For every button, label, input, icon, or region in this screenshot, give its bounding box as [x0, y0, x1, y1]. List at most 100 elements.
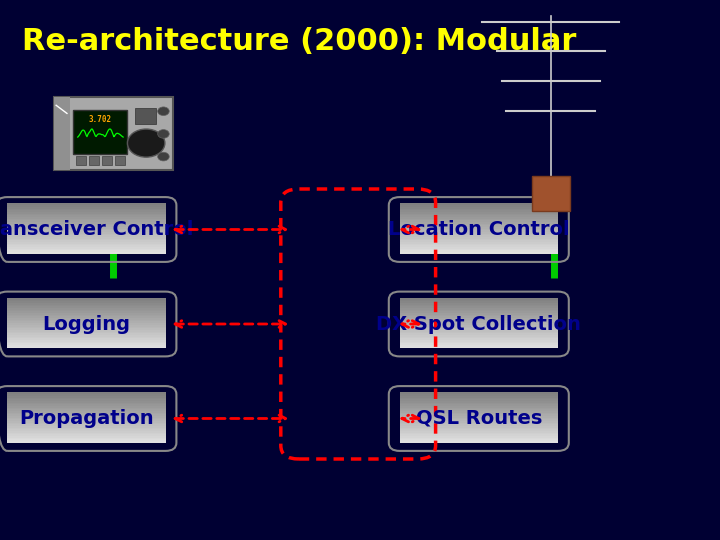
Bar [7, 305, 166, 306]
Bar [400, 235, 558, 237]
Text: DX Spot Collection: DX Spot Collection [377, 314, 581, 334]
Bar [7, 340, 166, 342]
Bar [7, 328, 166, 330]
Bar [400, 248, 558, 251]
Bar [7, 220, 166, 222]
Bar [7, 212, 166, 214]
Bar [7, 396, 166, 397]
Bar [7, 402, 166, 404]
Bar [7, 237, 166, 239]
Bar [7, 336, 166, 338]
Bar [7, 316, 166, 318]
Bar [7, 228, 166, 231]
Bar [7, 222, 166, 224]
Bar [400, 305, 558, 306]
Bar [7, 335, 166, 336]
Bar [400, 217, 558, 219]
Bar [400, 301, 558, 303]
Bar [7, 329, 166, 332]
Bar [7, 436, 166, 438]
Bar [7, 411, 166, 413]
Bar [7, 401, 166, 403]
Bar [7, 424, 166, 426]
Bar [7, 308, 166, 310]
Bar [400, 222, 558, 224]
Bar [7, 321, 166, 323]
Bar [7, 208, 166, 210]
Bar [400, 230, 558, 232]
Text: Propagation: Propagation [19, 409, 153, 428]
Bar [400, 411, 558, 413]
Bar [400, 414, 558, 416]
Bar [400, 397, 558, 399]
Bar [400, 328, 558, 330]
Bar [7, 417, 166, 420]
Bar [400, 320, 558, 321]
Bar [7, 421, 166, 423]
Bar [400, 215, 558, 217]
Bar [400, 404, 558, 406]
Bar [7, 434, 166, 436]
Bar [7, 325, 166, 327]
Bar [7, 207, 166, 208]
Bar [7, 409, 166, 411]
Bar [7, 397, 166, 399]
Bar [400, 406, 558, 408]
Bar [7, 347, 166, 348]
Bar [400, 333, 558, 335]
Bar [76, 156, 86, 165]
Bar [400, 220, 558, 222]
Circle shape [158, 107, 169, 116]
Bar [400, 207, 558, 208]
Bar [400, 340, 558, 342]
Bar [7, 247, 166, 249]
Circle shape [158, 152, 169, 161]
Bar [115, 156, 125, 165]
Bar [400, 335, 558, 336]
Bar [135, 108, 156, 124]
Bar [400, 308, 558, 310]
Bar [400, 439, 558, 441]
Bar [7, 235, 166, 237]
Circle shape [127, 129, 165, 157]
Bar [7, 217, 166, 219]
Bar [400, 417, 558, 420]
Bar [7, 392, 166, 394]
Bar [400, 232, 558, 234]
Bar [400, 306, 558, 308]
Bar [7, 210, 166, 212]
Bar [400, 244, 558, 245]
Bar [400, 431, 558, 433]
Bar [400, 242, 558, 244]
Bar [400, 204, 558, 205]
Bar [400, 300, 558, 301]
Bar [400, 212, 558, 214]
Bar [7, 341, 166, 343]
Bar [400, 247, 558, 249]
Bar [7, 250, 166, 252]
Bar [400, 399, 558, 401]
Bar [7, 414, 166, 416]
Bar [400, 428, 558, 429]
Bar [400, 409, 558, 411]
Bar [7, 298, 166, 300]
Bar [73, 110, 127, 154]
Bar [400, 316, 558, 318]
Bar [400, 218, 558, 220]
Text: Location Control: Location Control [388, 220, 570, 239]
Bar [7, 204, 166, 205]
Bar [400, 332, 558, 333]
Bar [7, 301, 166, 303]
Bar [400, 239, 558, 240]
Bar [400, 429, 558, 431]
Bar [7, 406, 166, 408]
Bar [400, 433, 558, 434]
Bar [400, 237, 558, 239]
Bar [400, 419, 558, 421]
Bar [7, 306, 166, 308]
Bar [400, 315, 558, 316]
Bar [7, 429, 166, 431]
Bar [400, 338, 558, 340]
Bar [400, 323, 558, 325]
Bar [7, 300, 166, 301]
